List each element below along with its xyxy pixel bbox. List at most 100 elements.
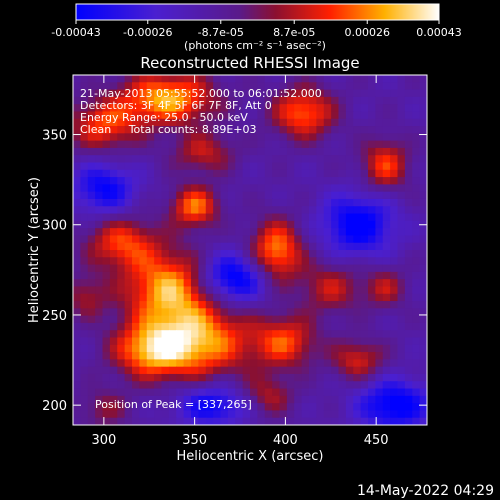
heatmap-cell: [345, 330, 354, 339]
heatmap-cell: [316, 264, 325, 273]
heatmap-cell: [250, 206, 258, 215]
heatmap-cell: [205, 235, 214, 244]
heatmap-cell: [419, 198, 427, 207]
heatmap-cell: [316, 388, 325, 397]
heatmap-cell: [397, 403, 406, 412]
heatmap-cell: [338, 206, 347, 215]
heatmap-cell: [205, 250, 214, 258]
heatmap-cell: [80, 344, 89, 353]
heatmap-cell: [382, 417, 391, 425]
heatmap-cell: [353, 242, 362, 251]
heatmap-cell: [250, 352, 258, 360]
heatmap-cell: [316, 301, 325, 309]
heatmap-cell: [242, 75, 251, 83]
heatmap-cell: [109, 264, 118, 273]
heatmap-cell: [316, 359, 325, 368]
heatmap-cell: [124, 162, 133, 171]
heatmap-cell: [139, 250, 148, 258]
heatmap-cell: [264, 96, 273, 105]
heatmap-cell: [213, 322, 222, 331]
heatmap-cell: [419, 381, 427, 390]
heatmap-cell: [375, 155, 384, 164]
heatmap-cell: [191, 330, 199, 339]
heatmap-cell: [412, 82, 421, 91]
heatmap-cell: [272, 337, 281, 346]
heatmap-cell: [286, 264, 295, 273]
heatmap-cell: [80, 96, 89, 105]
heatmap-cell: [73, 177, 81, 185]
heatmap-cell: [191, 198, 199, 207]
heatmap-cell: [353, 198, 362, 207]
heatmap-cell: [353, 366, 362, 375]
heatmap-cell: [279, 104, 288, 113]
heatmap-cell: [161, 344, 170, 353]
heatmap-cell: [80, 257, 89, 266]
heatmap-cell: [95, 279, 104, 288]
heatmap-cell: [264, 403, 273, 412]
heatmap-cell: [132, 177, 140, 185]
heatmap-cell: [279, 89, 288, 98]
heatmap-cell: [382, 250, 391, 258]
heatmap-cell: [73, 308, 81, 317]
heatmap-cell: [264, 286, 273, 295]
heatmap-cell: [412, 206, 421, 215]
heatmap-cell: [117, 271, 126, 280]
heatmap-cell: [132, 293, 140, 302]
heatmap-cell: [205, 104, 214, 113]
heatmap-cell: [242, 89, 251, 98]
heatmap-cell: [191, 366, 199, 375]
heatmap-cell: [198, 337, 207, 346]
heatmap-cell: [286, 147, 295, 156]
heatmap-cell: [353, 250, 362, 258]
heatmap-cell: [80, 206, 89, 215]
heatmap-cell: [235, 118, 244, 127]
heatmap-cell: [227, 235, 236, 244]
heatmap-cell: [161, 308, 170, 317]
heatmap-cell: [117, 301, 126, 309]
heatmap-cell: [161, 220, 170, 229]
heatmap-cell: [301, 191, 310, 200]
heatmap-cell: [191, 126, 199, 134]
heatmap-cell: [360, 322, 369, 331]
heatmap-cell: [309, 315, 317, 324]
heatmap-cell: [360, 286, 369, 295]
heatmap-cell: [176, 395, 185, 404]
heatmap-cell: [176, 403, 185, 412]
heatmap-cell: [309, 111, 317, 120]
heatmap-cell: [191, 242, 199, 251]
heatmap-cell: [139, 206, 148, 215]
heatmap-cell: [250, 213, 258, 222]
heatmap-cell: [205, 330, 214, 339]
heatmap-cell: [80, 133, 89, 142]
heatmap-cell: [264, 271, 273, 280]
heatmap-cell: [198, 198, 207, 207]
heatmap-cell: [109, 257, 118, 266]
heatmap-cell: [87, 220, 96, 229]
heatmap-cell: [205, 155, 214, 164]
heatmap-cell: [242, 293, 251, 302]
heatmap-cell: [183, 359, 192, 368]
heatmap-cell: [250, 155, 258, 164]
heatmap-cell: [95, 250, 104, 258]
heatmap-cell: [309, 403, 317, 412]
heatmap-cell: [168, 257, 177, 266]
heatmap-cell: [213, 118, 222, 127]
heatmap-cell: [279, 140, 288, 149]
heatmap-cell: [124, 82, 133, 91]
heatmap-cell: [316, 373, 325, 382]
heatmap-cell: [338, 220, 347, 229]
heatmap-cell: [286, 271, 295, 280]
heatmap-cell: [345, 213, 354, 222]
heatmap-cell: [412, 337, 421, 346]
heatmap-cell: [257, 410, 266, 419]
heatmap-cell: [191, 140, 199, 149]
heatmap-cell: [294, 111, 303, 120]
heatmap-cell: [368, 155, 376, 164]
heatmap-cell: [331, 264, 340, 273]
heatmap-cell: [338, 162, 347, 171]
heatmap-cell: [412, 191, 421, 200]
heatmap-cell: [323, 293, 332, 302]
heatmap-cell: [132, 381, 140, 390]
heatmap-cell: [205, 191, 214, 200]
heatmap-cell: [154, 315, 163, 324]
